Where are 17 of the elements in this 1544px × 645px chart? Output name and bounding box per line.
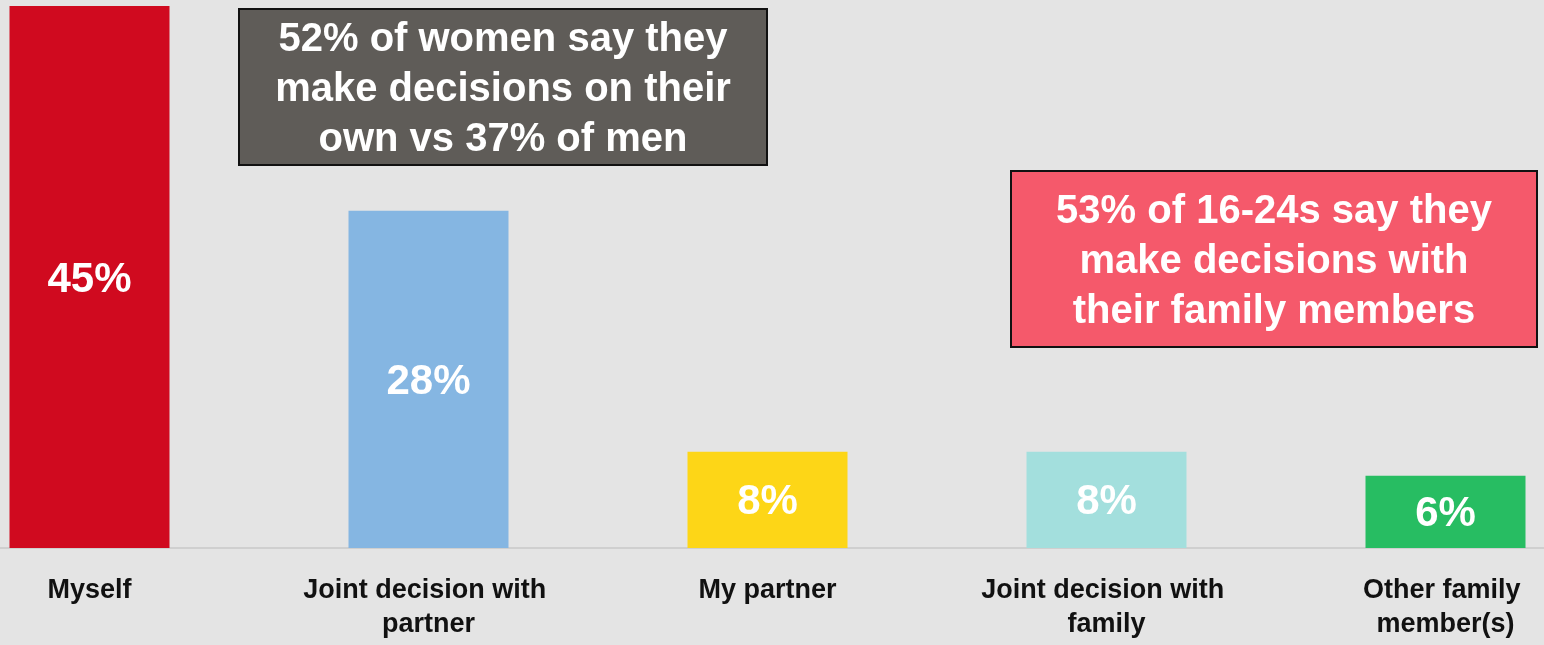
data-label: 6% — [1415, 488, 1476, 536]
data-label: 8% — [1076, 476, 1137, 524]
annotation: 52% of women say they make decisions on their own vs 37% of men — [274, 14, 732, 161]
data-label: 45% — [47, 253, 132, 301]
x-tick-label: Joint decision with partner — [303, 574, 554, 638]
x-tick-label: My partner — [698, 574, 837, 604]
x-tick-label: Other family member(s) — [1362, 574, 1529, 638]
x-tick-label: Myself — [47, 574, 133, 604]
bar — [1026, 451, 1187, 548]
x-tick-label: Joint decision with family — [981, 574, 1232, 638]
bar — [9, 6, 170, 548]
data-label: 28% — [386, 355, 471, 403]
data-label: 8% — [737, 476, 798, 524]
annotation: 53% of 16-24s say they make decisions with their family members — [1055, 186, 1493, 333]
bar — [687, 451, 848, 548]
bar — [348, 210, 509, 548]
bar — [1365, 475, 1526, 548]
